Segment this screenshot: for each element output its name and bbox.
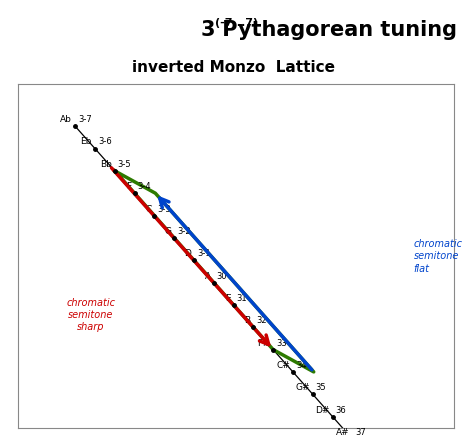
Text: 3-7: 3-7 [78,115,92,124]
Text: 30: 30 [217,271,227,280]
Text: 36: 36 [336,405,347,415]
Text: Bb: Bb [100,160,112,169]
Text: 31: 31 [237,294,247,303]
Text: F#: F# [257,339,270,348]
Text: 3-1: 3-1 [197,249,211,258]
Text: 35: 35 [316,383,326,392]
Text: chromatic
semitone
flat: chromatic semitone flat [414,239,463,274]
Text: D: D [184,249,191,258]
Text: E: E [225,294,231,303]
Text: C: C [145,205,151,214]
Text: Eb: Eb [80,138,92,146]
Text: G#: G# [295,383,310,392]
Text: G: G [164,227,171,236]
Text: A#: A# [336,428,349,437]
Text: 3-6: 3-6 [98,138,112,146]
Text: 3-4: 3-4 [138,182,151,191]
Text: 33: 33 [276,339,287,348]
Text: C#: C# [276,361,290,370]
Text: F: F [127,182,132,191]
Text: (-7...7): (-7...7) [215,18,258,28]
Text: B: B [244,316,250,325]
Text: D#: D# [315,405,330,415]
Text: 32: 32 [256,316,267,325]
Text: 3-5: 3-5 [118,160,131,169]
Text: Pythagorean tuning: Pythagorean tuning [215,20,457,40]
Text: chromatic
semitone
sharp: chromatic semitone sharp [66,298,115,332]
Text: 34: 34 [296,361,307,370]
Text: 3-2: 3-2 [177,227,191,236]
Text: 3: 3 [200,20,215,40]
Text: 3-3: 3-3 [157,205,171,214]
Text: A: A [205,271,211,280]
Text: inverted Monzo  Lattice: inverted Monzo Lattice [132,60,335,75]
Text: Ab: Ab [60,115,72,124]
Text: 37: 37 [355,428,366,437]
